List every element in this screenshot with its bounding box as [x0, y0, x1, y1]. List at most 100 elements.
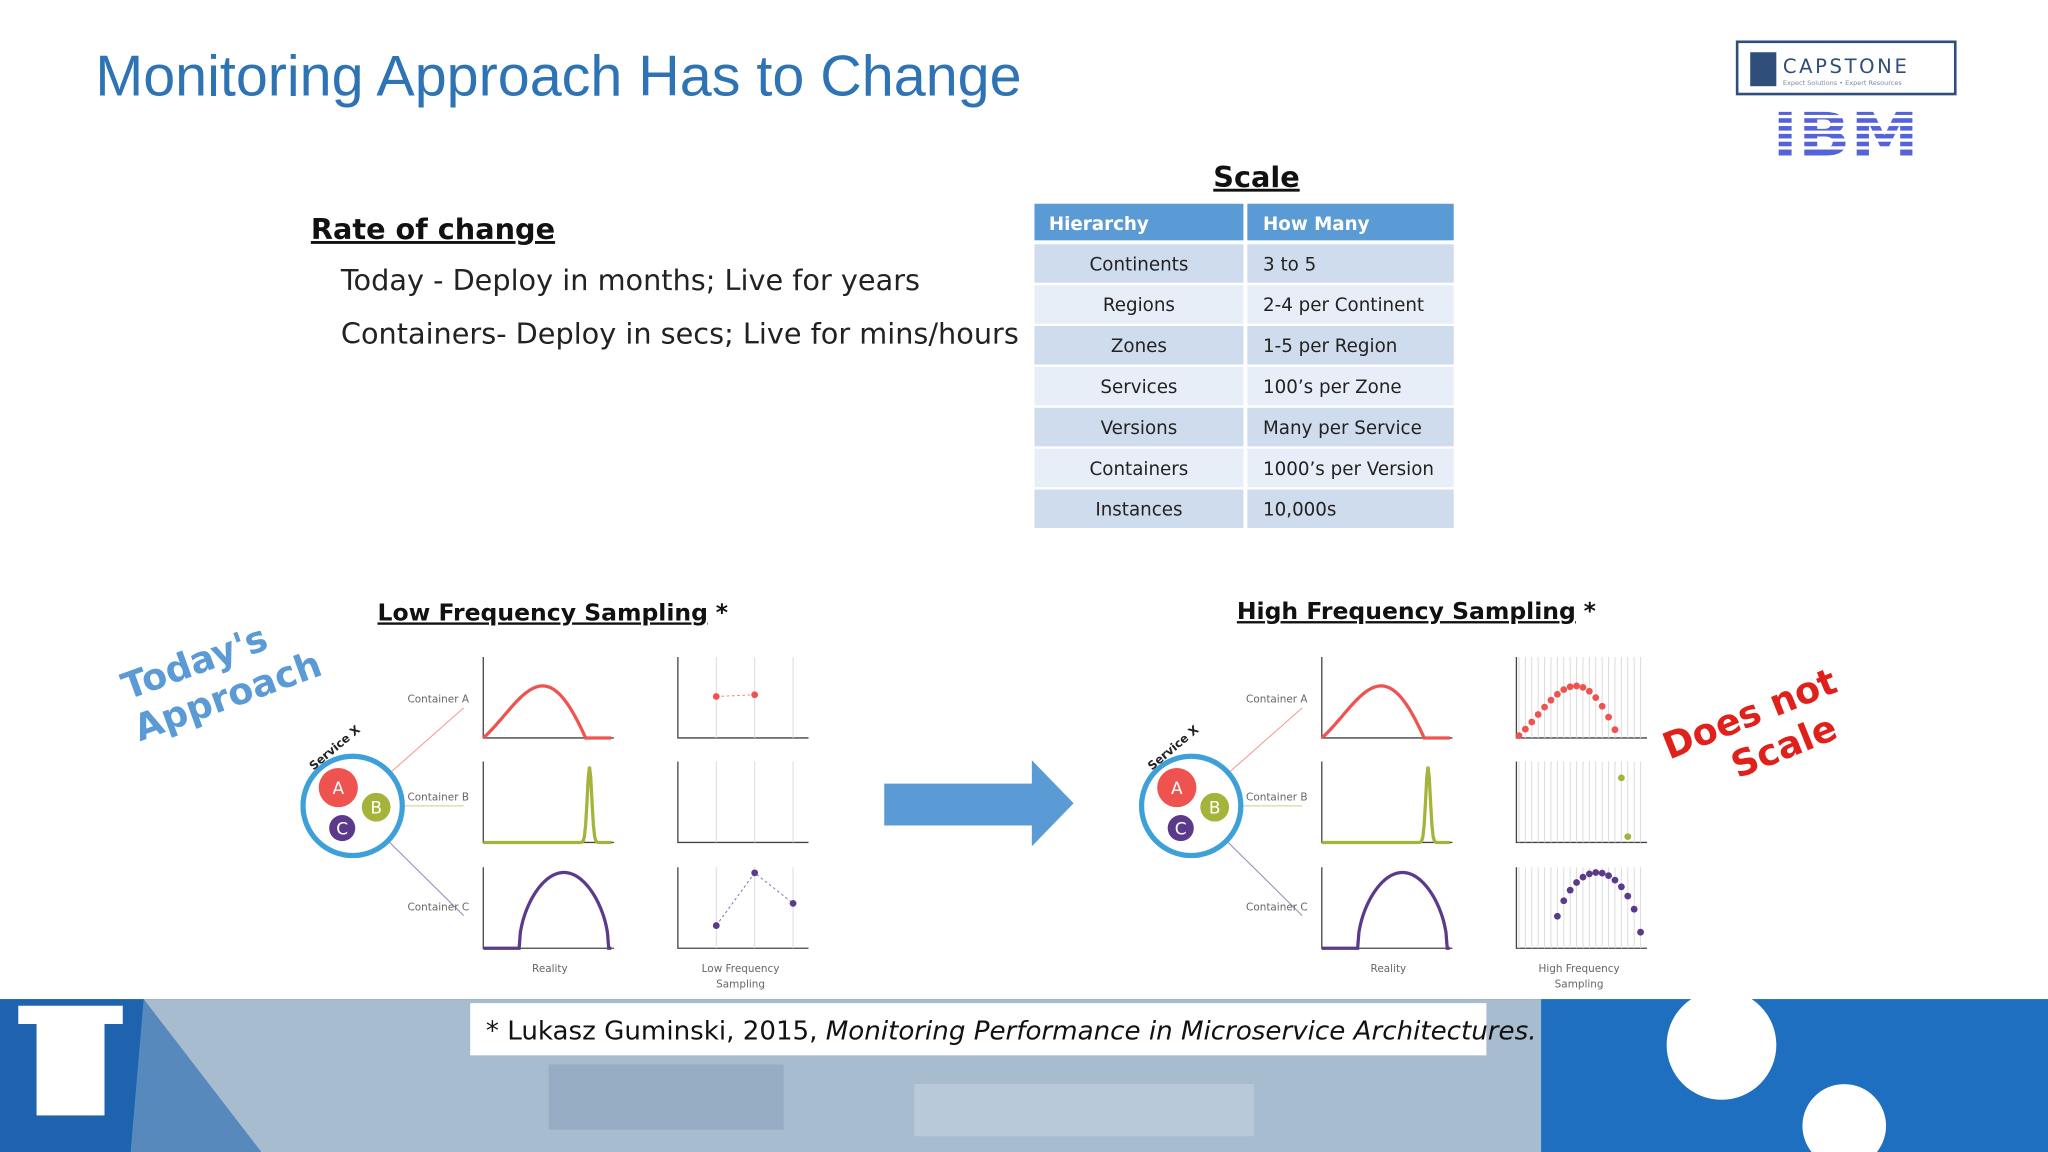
sample-dot	[1624, 892, 1632, 900]
table-cell	[1247, 448, 1454, 488]
footnote-title: Monitoring Performance in Microservice A…	[826, 1017, 1537, 1047]
table-cell	[1034, 285, 1244, 324]
axis	[677, 867, 809, 949]
sample-dot	[751, 869, 759, 877]
table-cell	[1034, 448, 1244, 488]
sample-dot	[1585, 870, 1593, 878]
sample-dot	[1553, 690, 1561, 698]
partner-logo: IBM	[1772, 100, 1918, 170]
sample-dot	[1573, 879, 1580, 886]
footnote: * Lukasz Guminski, 2015, Monitoring Perf…	[486, 1017, 1537, 1047]
reality-curve	[1320, 684, 1450, 740]
axis	[1321, 656, 1453, 739]
sampling-label: Sampling	[1555, 978, 1604, 990]
sample-dot	[1579, 873, 1587, 881]
sample-dot	[712, 922, 720, 929]
axis	[1515, 761, 1648, 844]
container-label: Container A	[1246, 694, 1308, 706]
container-letter: A	[332, 779, 344, 799]
cell-text: 100’s per Zone	[1263, 377, 1402, 398]
container-dot	[329, 815, 356, 842]
sample-dot	[1585, 687, 1593, 695]
reality-curve	[1321, 766, 1450, 845]
sample-dot	[1598, 869, 1606, 877]
cell-text: 1-5 per Region	[1263, 336, 1397, 357]
table-cell	[1247, 366, 1454, 406]
table-cell	[1247, 407, 1454, 447]
column-header: Hierarchy	[1049, 214, 1149, 235]
reality-curve	[483, 870, 612, 950]
cell-text: Instances	[1095, 500, 1182, 521]
sample-dot	[1592, 694, 1600, 701]
sample-dot	[1547, 696, 1555, 704]
sample-dot	[1566, 683, 1574, 691]
cell-text: 1000’s per Version	[1263, 459, 1434, 480]
scale-heading: Scale	[1213, 160, 1299, 194]
sampling-label: Sampling	[716, 978, 765, 990]
table-cell	[1034, 489, 1244, 529]
logo: CAPSTONE Expect Solutions • Expert Resou…	[1735, 40, 1957, 170]
sample-dot	[1573, 682, 1580, 690]
high-marker: *	[1584, 597, 1596, 625]
sample-dot	[1515, 732, 1523, 740]
reality-label: Reality	[532, 963, 568, 975]
container-dot	[1200, 792, 1230, 822]
low-heading: Low Frequency Sampling	[377, 598, 707, 626]
container-letter: A	[1171, 779, 1183, 799]
high-heading-line: High Frequency Sampling *	[1237, 597, 1596, 625]
axis	[482, 656, 614, 739]
sample-dot	[1630, 905, 1638, 913]
cell-text: Services	[1100, 377, 1177, 398]
low-marker: *	[716, 598, 728, 626]
header-cell	[1034, 203, 1244, 241]
container-dot	[318, 768, 358, 808]
cell-text: Many per Service	[1263, 418, 1422, 439]
cell-text: 3 to 5	[1263, 254, 1316, 275]
footer-band	[0, 990, 2048, 1152]
header-cell	[1247, 203, 1454, 241]
sample-dot	[1605, 713, 1612, 721]
sample-dot	[712, 693, 720, 700]
rate-item: Today - Deploy in months; Live for years	[340, 263, 920, 297]
sample-dot	[1598, 702, 1606, 710]
container-label: Container B	[408, 792, 469, 804]
logo-tagline: Expect Solutions • Expert Resources	[1783, 79, 1903, 87]
sample-dot	[1605, 872, 1612, 879]
cell-text: Versions	[1101, 418, 1178, 439]
container-letter: C	[336, 820, 348, 840]
column-header: How Many	[1263, 214, 1370, 235]
sampling-label: High Frequency	[1538, 963, 1619, 975]
table-cell	[1034, 407, 1244, 447]
table-cell	[1247, 326, 1454, 365]
axis	[677, 656, 809, 739]
table-cell	[1247, 489, 1454, 529]
sample-dot	[1528, 718, 1536, 726]
sample-dot	[1617, 774, 1625, 782]
cell-text: Regions	[1103, 295, 1175, 316]
axis	[1515, 867, 1648, 949]
cell-text: Containers	[1090, 459, 1189, 480]
title: Monitoring Approach Has to Change	[95, 44, 1021, 108]
high-heading: High Frequency Sampling	[1237, 597, 1576, 625]
low-heading-line: Low Frequency Sampling *	[377, 598, 728, 626]
table-cell	[1247, 244, 1454, 283]
sample-dot	[1611, 726, 1619, 734]
container-dot	[1167, 815, 1194, 842]
annotation-right: Does not Scale	[1657, 659, 1843, 786]
container-label: Container C	[408, 901, 470, 913]
annotation-left: Today's Approach	[116, 616, 327, 750]
container-letter: C	[1175, 820, 1187, 840]
sample-dot	[1617, 883, 1625, 891]
arrow	[884, 760, 1074, 847]
sample-dot	[1521, 725, 1529, 733]
sample-dot	[1579, 683, 1587, 691]
container-label: Container B	[1246, 792, 1307, 804]
footnote-text: * Lukasz Guminski, 2015,	[486, 1017, 826, 1047]
reality-curve	[482, 684, 612, 740]
cell-text: 2-4 per Continent	[1263, 295, 1424, 316]
logo-name: CAPSTONE	[1783, 55, 1910, 78]
sample-dot	[1592, 869, 1600, 876]
